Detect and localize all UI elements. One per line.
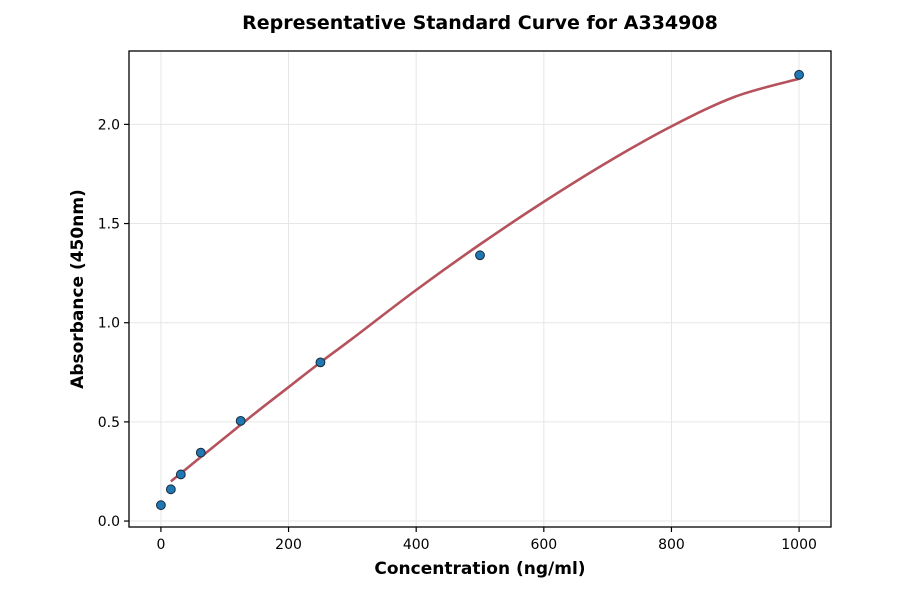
x-axis-label: Concentration (ng/ml) — [374, 559, 585, 579]
data-point — [475, 250, 485, 261]
fit-curve-layer — [170, 77, 800, 483]
y-tick-label: 0.0 — [98, 514, 120, 530]
data-point — [195, 447, 206, 458]
grid-layer — [129, 51, 831, 527]
x-tick-label: 1000 — [781, 537, 817, 553]
x-tick-label: 400 — [403, 537, 430, 553]
plot-frame — [128, 50, 832, 528]
y-tick-label: 2.0 — [98, 117, 120, 133]
y-axis-label: Absorbance (450nm) — [68, 189, 88, 389]
x-tick-label: 0 — [156, 537, 165, 553]
y-tick-label: 0.5 — [98, 415, 120, 431]
data-point — [235, 415, 246, 426]
fit-curve-line — [170, 77, 800, 483]
x-tick-label: 200 — [275, 537, 302, 553]
data-point — [794, 69, 804, 80]
y-tick-label: 1.0 — [98, 316, 120, 332]
x-tick-label: 800 — [658, 537, 685, 553]
y-tick-label: 1.5 — [98, 217, 120, 233]
chart-title: Representative Standard Curve for A33490… — [242, 12, 718, 34]
data-point — [175, 469, 186, 480]
data-point — [165, 484, 176, 495]
data-point — [315, 357, 326, 368]
data-point — [156, 500, 166, 511]
tick-layer: 0 200 400 600 800 1000 0.0 0.5 1.0 1.5 2.0 — [98, 117, 817, 553]
x-tick-label: 600 — [530, 537, 557, 553]
data-points-layer — [156, 69, 804, 511]
